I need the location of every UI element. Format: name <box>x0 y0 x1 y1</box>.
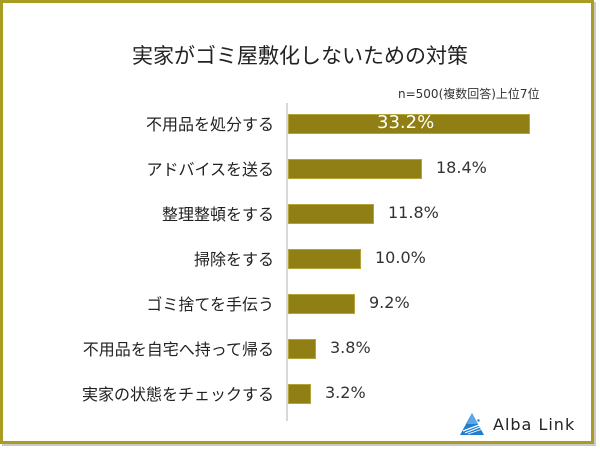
category-label: 不用品を自宅へ持って帰る <box>82 340 274 359</box>
category-label: 実家の状態をチェックする <box>81 385 274 404</box>
value-label: 10.0% <box>375 248 426 267</box>
alba-link-logo-icon <box>460 413 484 435</box>
bar <box>288 384 311 404</box>
bar-row: 掃除をする 10.0% <box>3 248 597 269</box>
category-label: アドバイスを送る <box>146 160 274 179</box>
brand-name: Alba Link <box>493 414 576 434</box>
value-label: 9.2% <box>369 293 410 312</box>
bar-row: 整理整頓をする 11.8% <box>3 203 597 224</box>
bar-row: 実家の状態をチェックする 3.2% <box>3 383 597 404</box>
bar <box>288 114 530 134</box>
category-label: 不用品を処分する <box>145 115 274 134</box>
value-label: 3.2% <box>325 383 366 402</box>
bar <box>288 339 316 359</box>
bar <box>288 294 355 314</box>
sample-note: n=500(複数回答)上位7位 <box>398 87 540 101</box>
value-label: 11.8% <box>388 203 439 222</box>
category-label: 整理整頓をする <box>161 205 274 224</box>
value-label: 18.4% <box>436 158 487 177</box>
brand-logo: Alba Link <box>459 409 575 439</box>
chart-frame: 実家がゴミ屋敷化しないための対策 n=500(複数回答)上位7位 不用品を処分す… <box>0 0 594 444</box>
category-label: 掃除をする <box>193 250 274 269</box>
bar <box>288 159 422 179</box>
bar <box>288 249 361 269</box>
bar-row: 不用品を処分する 33.2% <box>3 112 597 134</box>
category-axis-line <box>286 103 288 421</box>
value-label: 3.8% <box>330 338 371 357</box>
bar-row: 不用品を自宅へ持って帰る 3.8% <box>3 338 597 359</box>
bar-row: ゴミ捨てを手伝う 9.2% <box>3 293 597 314</box>
category-label: ゴミ捨てを手伝う <box>146 295 274 314</box>
bar-row: アドバイスを送る 18.4% <box>3 158 597 179</box>
value-label: 33.2% <box>377 112 435 133</box>
bar <box>288 204 374 224</box>
chart-title: 実家がゴミ屋敷化しないための対策 <box>132 44 468 68</box>
